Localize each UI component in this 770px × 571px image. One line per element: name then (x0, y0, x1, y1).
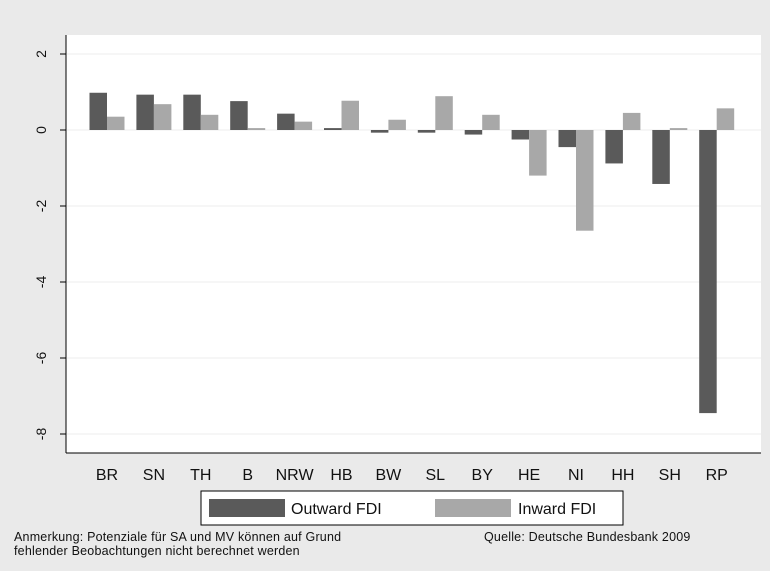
x-tick-label: B (242, 467, 253, 484)
x-tick-label: NI (568, 467, 584, 484)
bar-inward-rp (716, 108, 735, 130)
bar-outward-sn (136, 94, 154, 130)
bar-inward-th (200, 114, 219, 130)
bar-inward-nrw (294, 121, 313, 130)
x-tick-label: SN (143, 467, 165, 484)
y-tick-label: 0 (33, 126, 49, 134)
bar-outward-sh (652, 130, 670, 184)
x-tick-label: HE (518, 467, 540, 484)
bar-inward-he (529, 130, 547, 176)
bar-inward-by (482, 114, 500, 130)
bar-inward-hh (622, 112, 641, 130)
y-tick-label: 2 (33, 50, 49, 58)
bar-outward-nrw (277, 113, 295, 130)
bar-outward-sl (417, 130, 436, 133)
chart-note: Anmerkung: Potenziale für SA und MV könn… (14, 530, 454, 558)
bar-inward-br (107, 116, 125, 130)
bar-inward-b (247, 128, 266, 130)
bar-outward-ni (558, 130, 576, 148)
x-tick-label: SL (426, 467, 446, 484)
bar-inward-sn (153, 104, 172, 130)
y-axis: 2 0 -2 -4 -6 -8 (33, 35, 67, 453)
bar-outward-hb (324, 128, 342, 130)
x-tick-label: HB (330, 467, 352, 484)
bar-inward-sh (669, 128, 688, 130)
legend: Outward FDI Inward FDI (200, 490, 624, 526)
plot-area (66, 35, 761, 453)
grid-lines (67, 53, 761, 435)
bar-outward-br (89, 92, 107, 130)
bar-inward-hb (341, 100, 359, 130)
y-tick-label: -8 (33, 428, 49, 441)
x-tick-label: SH (659, 467, 681, 484)
bars (89, 92, 735, 414)
bar-inward-sl (435, 96, 453, 130)
bar-outward-bw (370, 130, 389, 133)
x-tick-label: BW (376, 467, 403, 484)
bar-inward-bw (388, 119, 406, 130)
x-tick-label: NRW (276, 467, 315, 484)
y-tick-label: -4 (33, 276, 49, 289)
legend-label-outward: Outward FDI (291, 501, 382, 518)
x-tick-label: HH (611, 467, 634, 484)
legend-swatch-outward (209, 499, 285, 517)
y-tick-label: -6 (33, 352, 49, 365)
bar-outward-b (230, 101, 248, 130)
y-tick-label: -2 (33, 200, 49, 213)
bar-outward-rp (699, 130, 717, 414)
bar-inward-ni (576, 130, 594, 231)
bar-outward-by (464, 130, 483, 135)
legend-swatch-inward (435, 499, 511, 517)
x-tick-label: TH (190, 467, 211, 484)
x-tick-label: RP (706, 467, 728, 484)
bar-outward-hh (605, 130, 623, 164)
x-tick-label: BR (96, 467, 118, 484)
x-axis: BR SN TH B NRW HB BW SL BY HE NI HH SH RP (66, 452, 761, 484)
legend-label-inward: Inward FDI (518, 501, 596, 518)
note-line-1: Anmerkung: Potenziale für SA und MV könn… (14, 530, 342, 544)
bar-outward-th (183, 94, 201, 130)
chart-source: Quelle: Deutsche Bundesbank 2009 (484, 530, 691, 544)
bar-outward-he (511, 130, 530, 140)
note-line-2: fehlender Beobachtungen nicht berechnet … (14, 544, 300, 558)
x-tick-label: BY (472, 467, 494, 484)
